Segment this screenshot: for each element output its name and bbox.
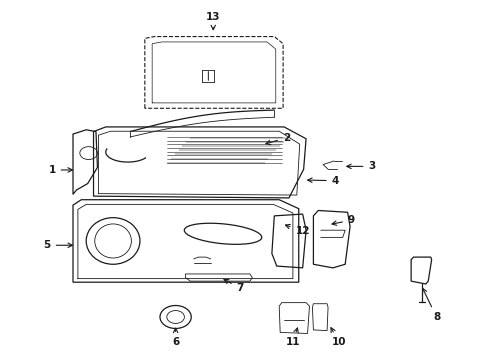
Text: 11: 11 [286,328,300,347]
Text: 5: 5 [44,240,73,250]
Text: 2: 2 [266,133,290,145]
Text: 8: 8 [422,288,440,322]
Text: 3: 3 [347,161,376,171]
Text: 10: 10 [331,328,346,347]
Text: 6: 6 [172,328,179,347]
Text: 13: 13 [206,12,220,30]
Text: 1: 1 [49,165,73,175]
Text: 9: 9 [332,215,355,225]
Text: 12: 12 [286,224,310,236]
Text: 4: 4 [308,176,339,186]
Text: 7: 7 [224,279,244,293]
